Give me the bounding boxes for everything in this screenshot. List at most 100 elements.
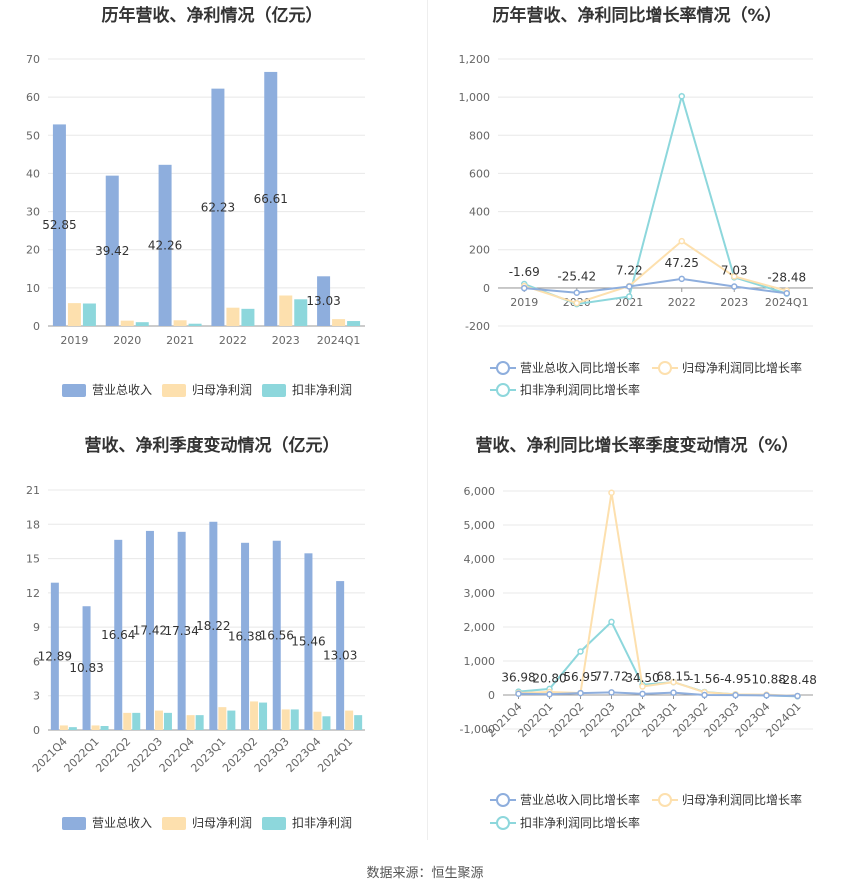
annual-values-chart: 历年营收、净利情况（亿元） 0 10 20 30 40 50 60 70 2019 2020 2021…: [0, 0, 425, 430]
bar-value-label: 42.26: [148, 238, 182, 252]
bar-1: [241, 542, 250, 730]
x-tick-label: 2019: [60, 334, 88, 347]
y-tick-label: 10: [26, 282, 40, 295]
legend-label: 扣非净利润同比增长率: [520, 382, 640, 397]
line-series-2: [523, 239, 788, 305]
chart-title: 历年营收、净利情况（亿元）: [102, 5, 323, 26]
bar-value-label: 15.46: [291, 635, 325, 649]
bar-value-label: 13.03: [323, 649, 357, 663]
legend-marker: [496, 793, 510, 807]
chart-title: 营收、净利季度变动情况（亿元）: [85, 435, 340, 456]
line-series-1: [518, 691, 798, 697]
legend-marker: [496, 361, 510, 375]
bar-1: [272, 540, 281, 730]
y-tick-label: 4,000: [464, 553, 496, 566]
bar-2: [154, 710, 163, 730]
line-point: [731, 283, 738, 290]
line-value-label: 56.95: [563, 670, 597, 684]
line-point: [794, 692, 801, 700]
chart-svg: 历年营收、净利情况（亿元） 0 10 20 30 40 50 60 70 2019 2020 2021…: [26, 5, 365, 397]
y-tick-label: 9: [33, 621, 40, 634]
x-tick-label: 2024Q1: [764, 700, 804, 740]
bar-2: [120, 320, 134, 326]
bar-2: [218, 707, 227, 730]
line-point: [521, 284, 528, 292]
bar-1: [177, 531, 186, 730]
line-point: [515, 690, 522, 697]
bar-1: [105, 175, 119, 326]
y-tick-label: 1,000: [459, 91, 491, 104]
legend-swatch: [62, 817, 86, 830]
bar-value-label: 16.56: [260, 628, 294, 642]
bar-1: [209, 521, 218, 730]
legend-label: 营业总收入: [92, 383, 152, 397]
legend-label: 扣非净利润同比增长率: [520, 815, 640, 830]
y-tick-label: 21: [26, 484, 40, 497]
bar-value-label: 39.42: [95, 244, 129, 258]
line-point: [639, 683, 646, 690]
y-tick-label: 0: [488, 689, 495, 702]
x-tick-label: 2024Q1: [317, 334, 361, 347]
y-tick-label: 3,000: [464, 587, 496, 600]
y-tick-label: 400: [469, 206, 490, 219]
bar-3: [290, 709, 299, 730]
y-tick-label: 30: [26, 206, 40, 219]
line-value-label: -4.95: [720, 672, 751, 686]
chart-svg: 营收、净利同比增长率季度变动情况（%） -1,000 0 1,000 2,000 3,00…: [460, 435, 817, 830]
quarterly-growth-chart: 营收、净利同比增长率季度变动情况（%） -1,000 0 1,000 2,000 3,00…: [425, 430, 850, 860]
bar-value-label: 17.42: [133, 623, 167, 637]
y-tick-label: 40: [26, 167, 40, 180]
y-tick-label: 1,200: [459, 53, 491, 66]
legend-label: 营业总收入: [92, 816, 152, 830]
bar-value-label: 16.38: [228, 629, 262, 643]
line-point: [763, 692, 770, 699]
line-point: [608, 689, 615, 696]
legend-marker: [658, 361, 672, 375]
x-tick-label: 2022: [668, 296, 696, 309]
line-value-label: 68.15: [656, 670, 690, 684]
bar-2: [226, 307, 240, 326]
line-value-label: 7.22: [616, 263, 643, 277]
line-point: [678, 237, 685, 245]
bar-2: [173, 320, 187, 326]
legend-label: 归母净利润同比增长率: [682, 792, 802, 807]
legend-marker: [658, 793, 672, 807]
y-tick-label: -1,000: [460, 723, 495, 736]
bar-value-label: 10.83: [69, 661, 103, 675]
line-point: [732, 691, 739, 699]
y-tick-label: 6,000: [464, 485, 496, 498]
bar-1: [317, 276, 331, 326]
bar-1: [304, 553, 313, 730]
y-tick-label: 200: [469, 244, 490, 257]
bar-2: [281, 709, 290, 730]
line-value-label: -1.56: [689, 672, 720, 686]
x-tick-label: 2022: [219, 334, 247, 347]
line-point: [731, 273, 738, 280]
bar-value-label: 52.85: [42, 218, 76, 232]
y-tick-label: 3: [33, 690, 40, 703]
bar-2: [332, 319, 346, 326]
line-point: [670, 678, 677, 686]
line-value-label: 20.80: [532, 671, 566, 685]
bar-2: [123, 712, 132, 730]
bar-3: [100, 726, 109, 730]
bar-3: [227, 710, 236, 730]
line-value-label: -25.42: [557, 270, 596, 284]
line-point: [577, 648, 584, 655]
panel-divider: [427, 0, 428, 840]
legend-label: 扣非净利润: [292, 816, 352, 830]
bar-1: [50, 582, 59, 730]
legend-swatch: [162, 817, 186, 830]
bar-3: [195, 715, 204, 730]
y-tick-label: 18: [26, 518, 40, 531]
line-point: [783, 290, 790, 297]
bar-3: [241, 308, 255, 326]
line-value-label: -10.88: [747, 672, 786, 686]
y-tick-label: 800: [469, 129, 490, 142]
y-tick-label: 0: [483, 282, 490, 295]
y-tick-label: 5,000: [464, 519, 496, 532]
bar-2: [279, 295, 293, 326]
y-tick-label: -200: [465, 320, 490, 333]
x-tick-label: 2024Q1: [315, 735, 355, 775]
bar-3: [163, 712, 172, 730]
